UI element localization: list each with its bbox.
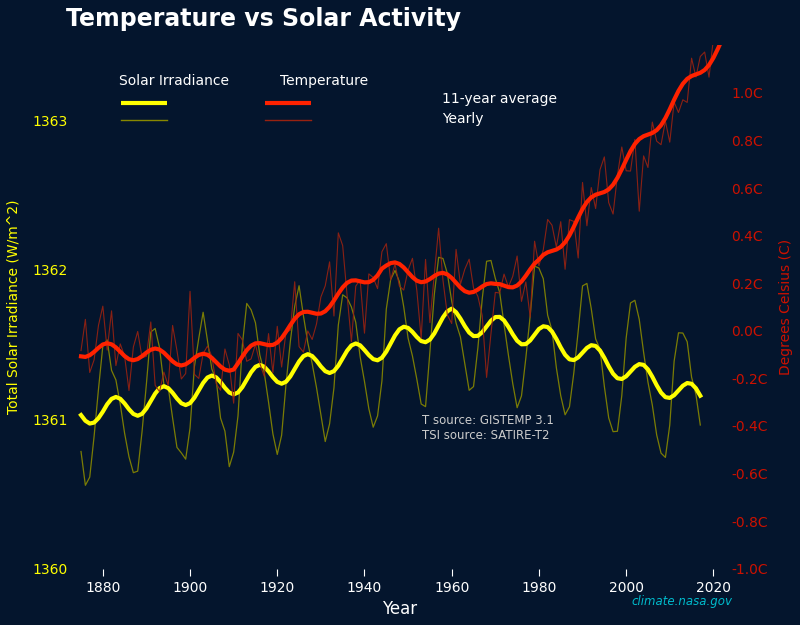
Text: T source: GISTEMP 3.1
TSI source: SATIRE-T2: T source: GISTEMP 3.1 TSI source: SATIRE…: [422, 414, 554, 442]
Text: Temperature vs Solar Activity: Temperature vs Solar Activity: [66, 7, 461, 31]
Y-axis label: Degrees Celsius (C): Degrees Celsius (C): [779, 239, 793, 375]
Text: climate.nasa.gov: climate.nasa.gov: [631, 595, 732, 608]
Y-axis label: Total Solar Irradiance (W/m^2): Total Solar Irradiance (W/m^2): [7, 200, 21, 414]
Text: Yearly: Yearly: [442, 112, 483, 126]
Text: Temperature: Temperature: [280, 74, 368, 88]
X-axis label: Year: Year: [382, 600, 417, 618]
Text: 11-year average: 11-year average: [442, 92, 557, 106]
Text: Solar Irradiance: Solar Irradiance: [118, 74, 229, 88]
